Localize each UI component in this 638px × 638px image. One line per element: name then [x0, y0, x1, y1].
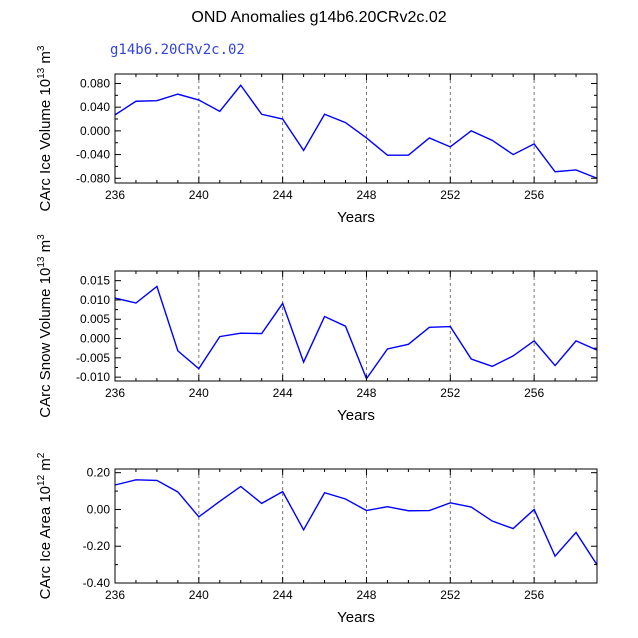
y-tick-label: -0.40 — [83, 576, 111, 590]
y-axis-label-superscript: 12 — [36, 474, 47, 486]
x-tick-label: 236 — [105, 188, 125, 202]
y-tick-label: 0.015 — [80, 274, 110, 288]
x-axis-label: Years — [337, 609, 375, 626]
y-tick-label: 0.000 — [80, 332, 110, 346]
x-tick-label: 252 — [440, 386, 460, 400]
x-tick-label: 252 — [440, 188, 460, 202]
figure-subtitle: g14b6.20CRv2c.02 — [110, 42, 245, 58]
y-axis-label-superscript: 2 — [36, 452, 47, 458]
panel-ice-volume: 236 240 244 248 252 256 0.080 0.040 0.000 -0.040 -… — [36, 45, 598, 226]
y-tick-label: -0.010 — [76, 370, 110, 384]
x-tick-label: 248 — [356, 386, 376, 400]
x-tick-label: 248 — [356, 188, 376, 202]
panel-snow-volume: 236 240 244 248 252 256 0.015 0.010 0.005 0.000 -0… — [36, 234, 598, 424]
x-tick-label: 244 — [273, 588, 293, 602]
y-tick-label: -0.040 — [76, 148, 110, 162]
x-tick-label: 236 — [105, 386, 125, 400]
y-tick-label: 0.010 — [80, 293, 110, 307]
x-tick-label: 236 — [105, 588, 125, 602]
series-line-ice-area — [114, 479, 598, 566]
y-axis-label-superscript: 3 — [36, 45, 47, 51]
y-axis-label-superscript: 13 — [36, 256, 47, 268]
x-tick-label: 256 — [524, 588, 544, 602]
y-tick-label: -0.080 — [76, 171, 110, 185]
figure-title: OND Anomalies g14b6.20CRv2c.02 — [191, 9, 446, 26]
y-tick-label: 0.20 — [87, 466, 111, 480]
x-tick-label: 244 — [273, 386, 293, 400]
x-tick-label: 248 — [356, 588, 376, 602]
x-tick-label: 256 — [524, 386, 544, 400]
y-axis-label-text: m — [37, 240, 54, 257]
y-tick-label: -0.005 — [76, 351, 110, 365]
x-axis-label: Years — [337, 209, 375, 226]
x-tick-label: 240 — [189, 588, 209, 602]
y-axis-label: CArc Snow Volume 1013 m3 — [36, 234, 54, 418]
x-tick-label: 240 — [189, 188, 209, 202]
x-axis-label: Years — [337, 407, 375, 424]
x-tick-label: 240 — [189, 386, 209, 400]
y-axis-label-text: CArc Ice Area 10 — [37, 486, 54, 599]
y-axis-label-text: CArc Ice Volume 10 — [37, 79, 54, 212]
panel-ice-area: 236 240 244 248 252 256 0.20 0.00 -0.20 -0.40 Year… — [36, 452, 598, 626]
y-axis-label-superscript: 13 — [36, 67, 47, 79]
plot-frame — [114, 270, 598, 382]
y-tick-label: 0.005 — [80, 312, 110, 326]
y-axis-label-text: m — [37, 458, 54, 475]
plot-frame — [114, 468, 598, 584]
y-tick-label: 0.000 — [80, 124, 110, 138]
y-axis-label-text: m — [37, 51, 54, 68]
y-tick-label: 0.080 — [80, 76, 110, 90]
y-axis-label-text: CArc Snow Volume 10 — [37, 268, 54, 418]
series-line-ice-volume — [114, 84, 598, 179]
y-tick-label: 0.040 — [80, 100, 110, 114]
plot-frame — [114, 73, 598, 184]
x-tick-label: 252 — [440, 588, 460, 602]
y-axis-label: CArc Ice Volume 1013 m3 — [36, 45, 54, 211]
y-axis-label: CArc Ice Area 1012 m2 — [36, 452, 54, 599]
series-line-snow-volume — [114, 285, 598, 381]
y-tick-label: 0.00 — [87, 502, 111, 516]
x-tick-label: 244 — [273, 188, 293, 202]
y-axis-label-superscript: 3 — [36, 234, 47, 240]
x-tick-label: 256 — [524, 188, 544, 202]
y-tick-label: -0.20 — [83, 539, 111, 553]
